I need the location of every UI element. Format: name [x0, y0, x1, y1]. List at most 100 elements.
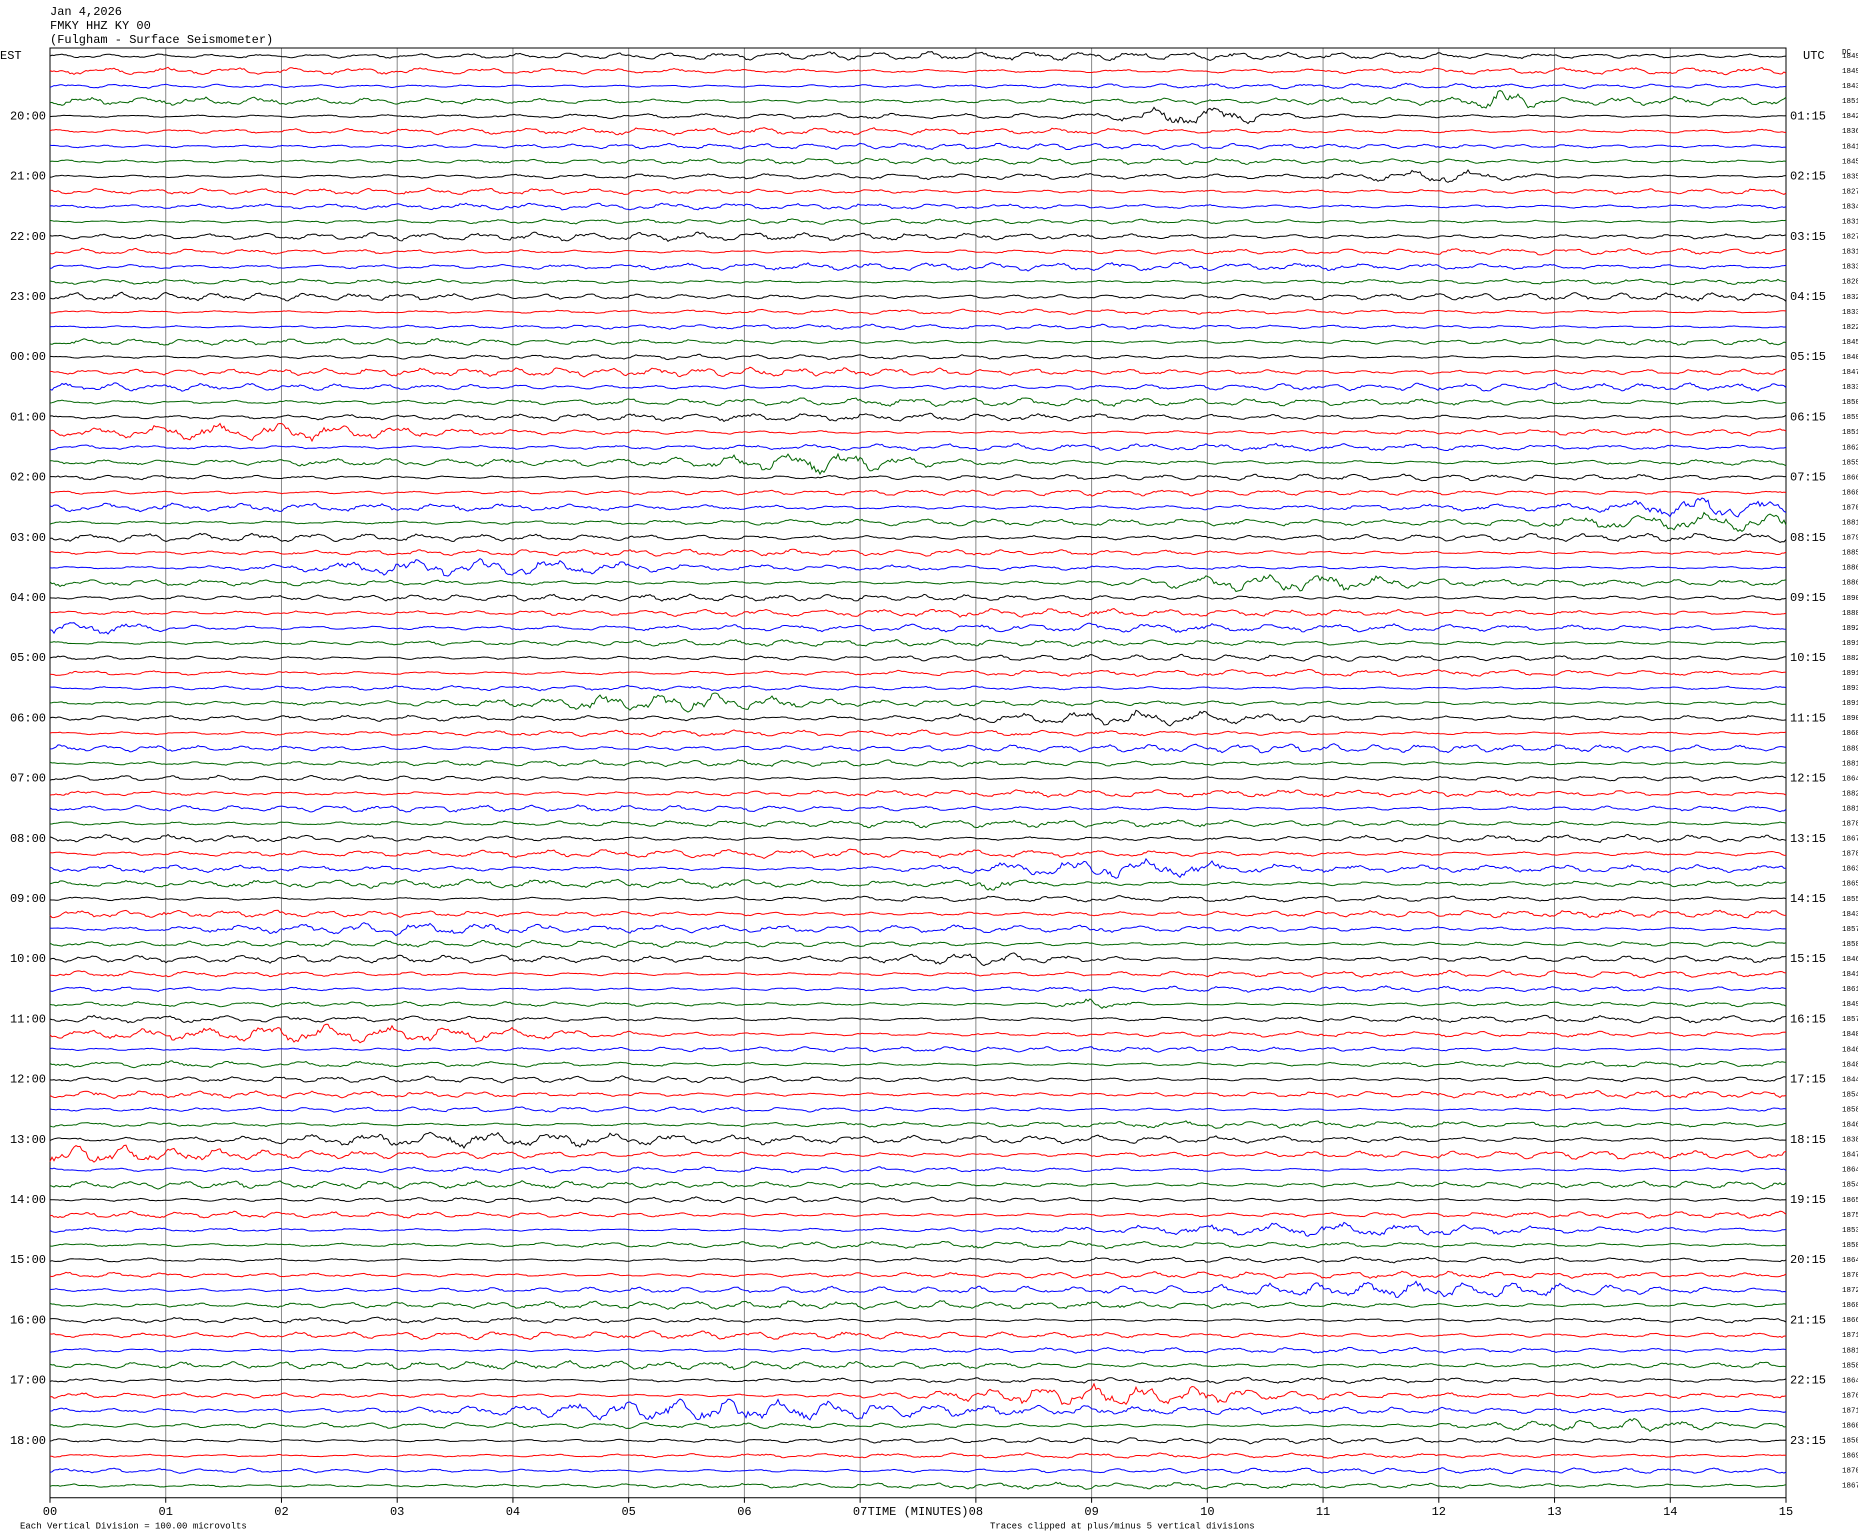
est-hour-label: 12:00	[10, 1073, 46, 1087]
trace	[49, 593, 1787, 602]
trace	[49, 922, 1787, 937]
trace	[49, 442, 1787, 452]
est-hour-label: 01:00	[10, 410, 46, 424]
trace-dc: 1864	[1842, 1167, 1858, 1175]
x-tick-label: 03	[390, 1505, 404, 1519]
est-hour-label: 04:00	[10, 591, 46, 605]
trace	[49, 833, 1787, 844]
trace-dc: 1843	[1842, 83, 1858, 91]
trace	[49, 382, 1787, 392]
trace	[50, 473, 1787, 482]
trace-dc: 1876	[1842, 1392, 1858, 1400]
utc-hour-label: 22:15	[1790, 1374, 1826, 1388]
trace	[49, 1280, 1787, 1298]
x-tick-label: 05	[621, 1505, 635, 1519]
trace-dc: 1878	[1842, 851, 1858, 859]
date: Jan 4,2026	[50, 5, 122, 19]
trace	[49, 774, 1787, 782]
trace	[50, 743, 1787, 754]
trace-dc: 1861	[1842, 986, 1858, 994]
trace-dc: 1847	[1842, 369, 1858, 377]
trace-dc: 1836	[1842, 128, 1858, 136]
x-axis-label: TIME (MINUTES)	[868, 1505, 969, 1519]
trace-dc: 1850	[1842, 1438, 1858, 1446]
est-hour-label: 02:00	[10, 471, 46, 485]
est-hour-label: 00:00	[10, 350, 46, 364]
trace	[49, 1131, 1786, 1149]
trace-dc: 1854	[1842, 1182, 1858, 1190]
trace	[49, 574, 1787, 593]
trace	[49, 709, 1787, 727]
trace	[50, 819, 1787, 829]
trace	[49, 729, 1787, 737]
trace	[49, 66, 1787, 76]
trace-dc: 1889	[1842, 745, 1858, 753]
trace	[49, 1418, 1787, 1433]
trace	[49, 231, 1787, 242]
x-tick-label: 14	[1663, 1505, 1677, 1519]
trace-dc: 1841	[1842, 971, 1858, 979]
trace-dc: 1849	[1842, 1001, 1858, 1009]
utc-hour-label: 16:15	[1790, 1012, 1826, 1026]
trace-dc: 1850	[1842, 399, 1858, 407]
utc-hour-label: 08:15	[1790, 531, 1826, 545]
utc-hour-label: 01:15	[1790, 109, 1826, 123]
trace-dc: 1831	[1842, 219, 1858, 227]
trace	[49, 90, 1787, 109]
trace	[49, 759, 1787, 768]
trace	[49, 397, 1786, 408]
trace	[49, 1023, 1787, 1044]
trace-dc: 1882	[1842, 790, 1858, 798]
trace-dc: 1831	[1842, 249, 1858, 257]
trace	[49, 1014, 1787, 1024]
trace	[49, 338, 1787, 346]
trace	[49, 692, 1787, 713]
right-zone: UTC	[1803, 49, 1825, 63]
trace	[49, 1382, 1787, 1406]
trace-dc: 1845	[1842, 339, 1858, 347]
trace	[49, 308, 1787, 316]
trace-dc: 1848	[1842, 1031, 1858, 1039]
x-tick-label: 13	[1547, 1505, 1561, 1519]
trace	[49, 366, 1787, 378]
trace-dc: 1878	[1842, 821, 1858, 829]
trace-dc: 1857	[1842, 1016, 1858, 1024]
trace	[49, 412, 1787, 423]
trace-dc: 1871	[1842, 1407, 1858, 1415]
utc-hour-label: 21:15	[1790, 1313, 1826, 1327]
trace	[49, 1106, 1787, 1113]
trace	[49, 187, 1787, 196]
est-hour-label: 20:00	[10, 109, 46, 123]
trace	[49, 1240, 1787, 1250]
trace-dc: 1846	[1842, 1122, 1858, 1130]
x-tick-label: 09	[1084, 1505, 1098, 1519]
trace	[49, 82, 1787, 90]
trace	[50, 1452, 1787, 1459]
trace-dc: 1855	[1842, 896, 1858, 904]
trace-dc: 1842	[1842, 113, 1858, 121]
trace-dc: 1828	[1842, 279, 1858, 287]
utc-hour-label: 03:15	[1790, 230, 1826, 244]
trace	[49, 608, 1787, 618]
trace	[49, 1075, 1787, 1084]
trace-dc: 1863	[1842, 866, 1858, 874]
trace-dc: 1827	[1842, 234, 1858, 242]
trace-dc: 1847	[1842, 1152, 1858, 1160]
trace	[49, 422, 1787, 443]
trace-dc: 1864	[1842, 1257, 1858, 1265]
est-hour-label: 05:00	[10, 651, 46, 665]
trace-dc: 1864	[1842, 1377, 1858, 1385]
trace	[49, 789, 1787, 798]
trace-dc: 1866	[1842, 474, 1858, 482]
trace	[49, 157, 1787, 166]
trace-dc: 1822	[1842, 324, 1858, 332]
trace	[49, 985, 1787, 993]
x-tick-label: 10	[1200, 1505, 1214, 1519]
trace-dc: 1886	[1842, 565, 1858, 573]
trace-dc: 1888	[1842, 610, 1858, 618]
est-hour-label: 17:00	[10, 1374, 46, 1388]
trace-dc: 1872	[1842, 1287, 1858, 1295]
trace-dc: 1891	[1842, 670, 1858, 678]
trace	[49, 939, 1787, 949]
x-tick-label: 07	[853, 1505, 867, 1519]
